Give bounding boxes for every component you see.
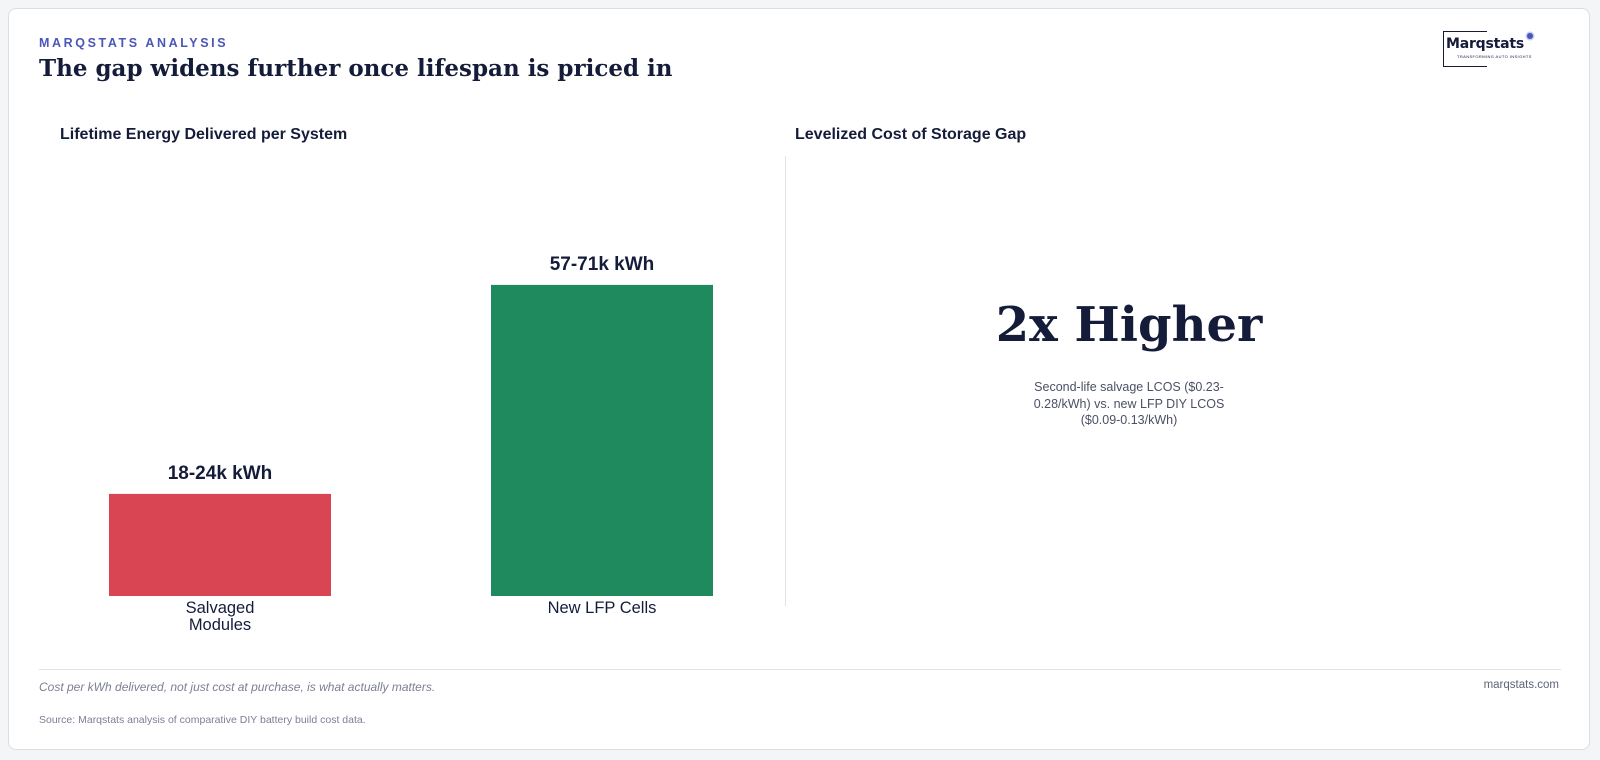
logo-dot-icon <box>1527 33 1533 39</box>
footer-divider <box>39 669 1561 670</box>
bar-1 <box>491 284 713 596</box>
takeaway-note: Cost per kWh delivered, not just cost at… <box>39 680 436 694</box>
lcos-gap-stat: 2x Higher <box>995 297 1263 353</box>
bar-0 <box>109 493 331 596</box>
right-panel-title: Levelized Cost of Storage Gap <box>795 126 1027 143</box>
logo-frame <box>1443 31 1487 67</box>
panel-divider <box>785 156 786 606</box>
x-tick-label-0: Salvaged Modules <box>186 599 255 634</box>
bar-data-label-1: 57-71k kWh <box>550 254 655 275</box>
site-link[interactable]: marqstats.com <box>1483 679 1559 691</box>
marqstats-logo: Marqstats TRANSFORMING AUTO INSIGHTS <box>1443 31 1539 71</box>
lcos-gap-description: Second-life salvage LCOS ($0.23-0.28/kWh… <box>1033 380 1225 427</box>
bar-data-label-0: 18-24k kWh <box>168 463 273 484</box>
lifetime-energy-bar-chart: 18-24k kWh Salvaged Modules 57-71k kWh New L… <box>109 254 713 634</box>
left-panel-title: Lifetime Energy Delivered per System <box>60 126 348 143</box>
x-tick-label-1: New LFP Cells <box>548 599 657 617</box>
logo-tagline: TRANSFORMING AUTO INSIGHTS <box>1457 54 1532 59</box>
source-note: Source: Marqstats analysis of comparativ… <box>39 714 366 726</box>
kicker-label: MARQSTATS ANALYSIS <box>39 36 229 50</box>
logo-wordmark: Marqstats <box>1446 36 1525 52</box>
headline: The gap widens further once lifespan is … <box>39 55 673 82</box>
chart-card: MARQSTATS ANALYSIS The gap widens furthe… <box>8 8 1590 750</box>
